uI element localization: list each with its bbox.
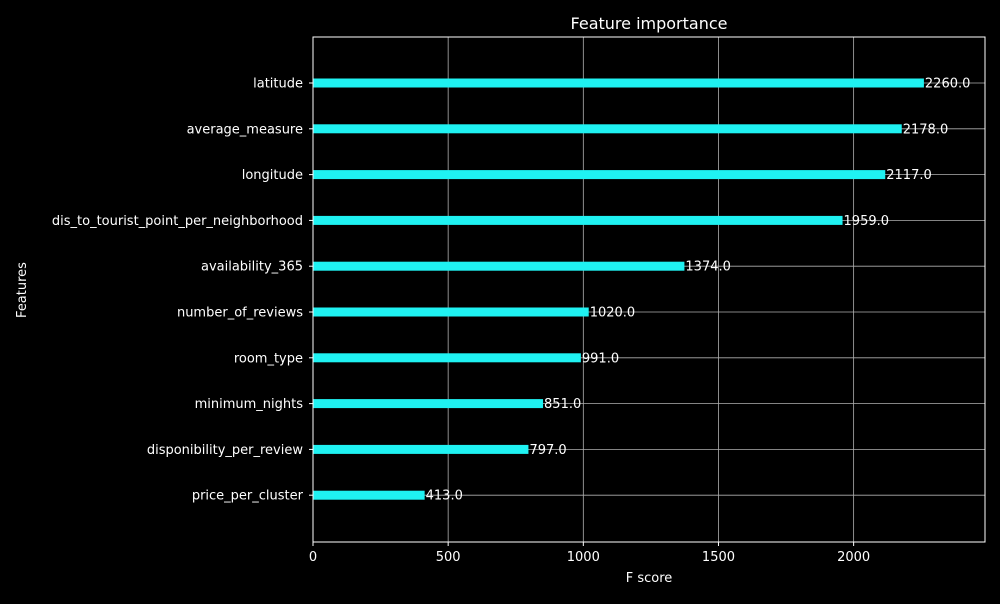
data-label: 2260.0: [925, 77, 971, 92]
y-tick-label: dis_to_tourist_point_per_neighborhood: [52, 214, 303, 229]
y-tick-label: minimum_nights: [195, 397, 304, 412]
bar-layer: 2260.0 2178.0 2117.0 1959.0 1374.0 1020.0 991.…: [313, 77, 970, 504]
y-tick-label: availability_365: [201, 260, 303, 275]
data-label: 1959.0: [844, 214, 890, 229]
bar-minimum_nights: [313, 399, 544, 409]
y-tick-label: average_measure: [187, 122, 303, 137]
bar-availability_365: [313, 261, 685, 271]
data-label: 851.0: [544, 397, 581, 412]
bar-average_measure: [313, 124, 902, 134]
y-tick-label: disponibility_per_review: [147, 443, 304, 458]
axis-layer: latitude average_measure longitude dis_to_t…: [52, 36, 986, 565]
data-label: 797.0: [529, 443, 566, 458]
bar-longitude: [313, 170, 886, 180]
data-label: 991.0: [582, 351, 619, 366]
data-label: 1374.0: [685, 260, 731, 275]
plot-frame: [312, 36, 986, 543]
bar-number_of_reviews: [313, 307, 589, 317]
data-label: 2178.0: [903, 122, 949, 137]
bar-disponibility_per_review: [313, 444, 529, 454]
y-tick-label: longitude: [242, 168, 303, 183]
bar-room_type: [313, 353, 581, 363]
data-label: 1020.0: [590, 306, 636, 321]
x-axis-label: F score: [626, 571, 673, 586]
x-tick-label: 500: [436, 550, 461, 565]
bar-dis_to_tourist_point_per_neighborhood: [313, 215, 843, 225]
y-tick-label: latitude: [253, 77, 303, 92]
x-tick-label: 1500: [702, 550, 735, 565]
data-label: 2117.0: [886, 168, 932, 183]
x-tick-label: 1000: [567, 550, 600, 565]
y-tick-label: number_of_reviews: [177, 306, 303, 321]
chart-title: Feature importance: [571, 14, 728, 33]
y-axis-label: Features: [15, 262, 30, 318]
bar-price_per_cluster: [313, 490, 425, 500]
y-tick-label: room_type: [234, 351, 303, 366]
data-label: 413.0: [426, 489, 463, 504]
x-tick-label: 2000: [837, 550, 870, 565]
x-tick-label: 0: [309, 550, 317, 565]
y-tick-label: price_per_cluster: [192, 489, 304, 504]
bar-latitude: [313, 78, 924, 88]
